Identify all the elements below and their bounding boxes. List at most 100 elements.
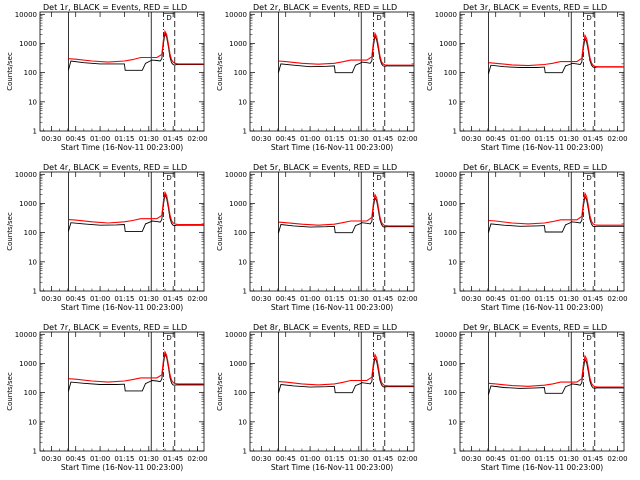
marker-label: D (376, 334, 381, 342)
x-tick-label: 00:45 (486, 455, 506, 463)
x-tick-label: 00:30 (251, 135, 271, 143)
x-axis-label: Start Time (16-Nov-11 00:23:00) (481, 303, 603, 312)
y-tick-label: 1000 (439, 200, 457, 208)
panel-title: Det 5r, BLACK = Events, RED = LLD (253, 163, 397, 172)
marker-label: D (586, 174, 591, 182)
y-tick-label: 100 (24, 69, 37, 77)
x-axis-label: Start Time (16-Nov-11 00:23:00) (61, 463, 183, 472)
x-tick-label: 01:30 (349, 295, 369, 303)
x-tick-label: 00:45 (276, 455, 296, 463)
series-line-events (487, 357, 624, 395)
x-tick-label: 01:00 (90, 135, 110, 143)
plot-frame (249, 171, 415, 292)
y-tick-label: 100 (234, 69, 247, 77)
x-tick-label: 01:00 (90, 455, 110, 463)
y-tick-label: 10000 (225, 11, 247, 19)
y-tick-label: 10 (28, 98, 37, 106)
panel-3: Det 3r, BLACK = Events, RED = LLD 1 10 100 1… (426, 3, 628, 152)
x-tick-label: 00:45 (486, 135, 506, 143)
x-tick-label: 01:30 (139, 135, 159, 143)
x-tick-label: 02:00 (397, 455, 417, 463)
y-tick-label: 1000 (439, 40, 457, 48)
x-tick-label: 01:45 (163, 135, 183, 143)
y-axis-label: Counts/sec (216, 212, 224, 251)
y-tick-label: 10000 (435, 11, 457, 19)
panel-2: Det 2r, BLACK = Events, RED = LLD 1 10 100 1… (216, 3, 418, 152)
series-line-events (67, 193, 204, 232)
x-tick-label: 00:45 (66, 135, 86, 143)
series-line-lld (488, 191, 624, 226)
panel-title: Det 7r, BLACK = Events, RED = LLD (43, 323, 187, 332)
y-tick-label: 1000 (19, 40, 37, 48)
x-axis-label: Start Time (16-Nov-11 00:23:00) (271, 143, 393, 152)
x-axis-label: Start Time (16-Nov-11 00:23:00) (481, 143, 603, 152)
x-tick-label: 01:45 (163, 455, 183, 463)
x-tick-label: 01:15 (114, 295, 134, 303)
x-tick-label: 00:45 (66, 455, 86, 463)
y-axis-label: Counts/sec (6, 372, 14, 411)
y-axis-label: Counts/sec (216, 372, 224, 411)
x-tick-label: 02:00 (187, 455, 207, 463)
panel-title: Det 9r, BLACK = Events, RED = LLD (463, 323, 607, 332)
series-line-events (277, 195, 414, 234)
x-tick-label: 01:30 (349, 455, 369, 463)
panel-8: Det 8r, BLACK = Events, RED = LLD 1 10 100 1… (216, 323, 418, 472)
x-tick-label: 00:30 (41, 135, 61, 143)
series-line-events (277, 356, 414, 394)
y-tick-label: 10 (238, 418, 247, 426)
x-tick-label: 01:15 (534, 455, 554, 463)
y-tick-label: 1 (453, 288, 457, 296)
x-tick-label: 01:30 (139, 455, 159, 463)
marker-label: D (166, 14, 171, 22)
y-tick-label: 100 (234, 229, 247, 237)
y-axis-label: Counts/sec (216, 52, 224, 91)
panel-6: Det 6r, BLACK = Events, RED = LLD 1 10 100 1… (426, 163, 628, 312)
y-axis-label: Counts/sec (426, 372, 434, 411)
panel-title: Det 6r, BLACK = Events, RED = LLD (463, 163, 607, 172)
y-tick-label: 1 (453, 128, 457, 136)
x-tick-label: 02:00 (187, 295, 207, 303)
x-tick-label: 01:45 (583, 135, 603, 143)
x-tick-label: 01:30 (139, 295, 159, 303)
x-tick-label: 01:45 (373, 135, 393, 143)
x-tick-label: 00:30 (41, 295, 61, 303)
y-tick-label: 1 (243, 288, 247, 296)
series-line-lld (68, 350, 204, 385)
y-tick-label: 1000 (19, 200, 37, 208)
series-line-lld (488, 354, 624, 388)
x-tick-label: 01:15 (534, 135, 554, 143)
x-tick-label: 02:00 (397, 295, 417, 303)
y-tick-label: 10 (238, 98, 247, 106)
x-axis-label: Start Time (16-Nov-11 00:23:00) (61, 143, 183, 152)
x-axis-label: Start Time (16-Nov-11 00:23:00) (481, 463, 603, 472)
x-tick-label: 01:30 (559, 135, 579, 143)
x-tick-label: 02:00 (187, 135, 207, 143)
panel-7: Det 7r, BLACK = Events, RED = LLD 1 10 100 1… (6, 323, 208, 472)
y-tick-label: 1 (243, 448, 247, 456)
y-tick-label: 1000 (229, 40, 247, 48)
series-line-lld (278, 193, 414, 227)
y-tick-label: 10000 (15, 331, 37, 339)
y-axis-label: Counts/sec (426, 212, 434, 251)
x-tick-label: 01:15 (324, 295, 344, 303)
y-tick-label: 10000 (435, 171, 457, 179)
y-tick-label: 10000 (225, 171, 247, 179)
y-tick-label: 10 (448, 418, 457, 426)
x-tick-label: 00:45 (66, 295, 86, 303)
y-tick-label: 10 (448, 98, 457, 106)
y-tick-label: 1 (33, 288, 37, 296)
series-line-events (487, 194, 624, 233)
x-tick-label: 00:30 (461, 135, 481, 143)
x-tick-label: 00:45 (486, 295, 506, 303)
x-tick-label: 00:30 (251, 455, 271, 463)
y-tick-label: 1 (453, 448, 457, 456)
x-tick-label: 01:00 (90, 295, 110, 303)
x-tick-label: 01:45 (583, 295, 603, 303)
y-tick-label: 10000 (225, 331, 247, 339)
plot-frame (459, 171, 625, 292)
x-tick-label: 01:00 (300, 295, 320, 303)
marker-label: D (166, 334, 171, 342)
x-tick-label: 01:00 (510, 455, 530, 463)
y-tick-label: 10 (28, 418, 37, 426)
x-tick-label: 01:45 (373, 295, 393, 303)
